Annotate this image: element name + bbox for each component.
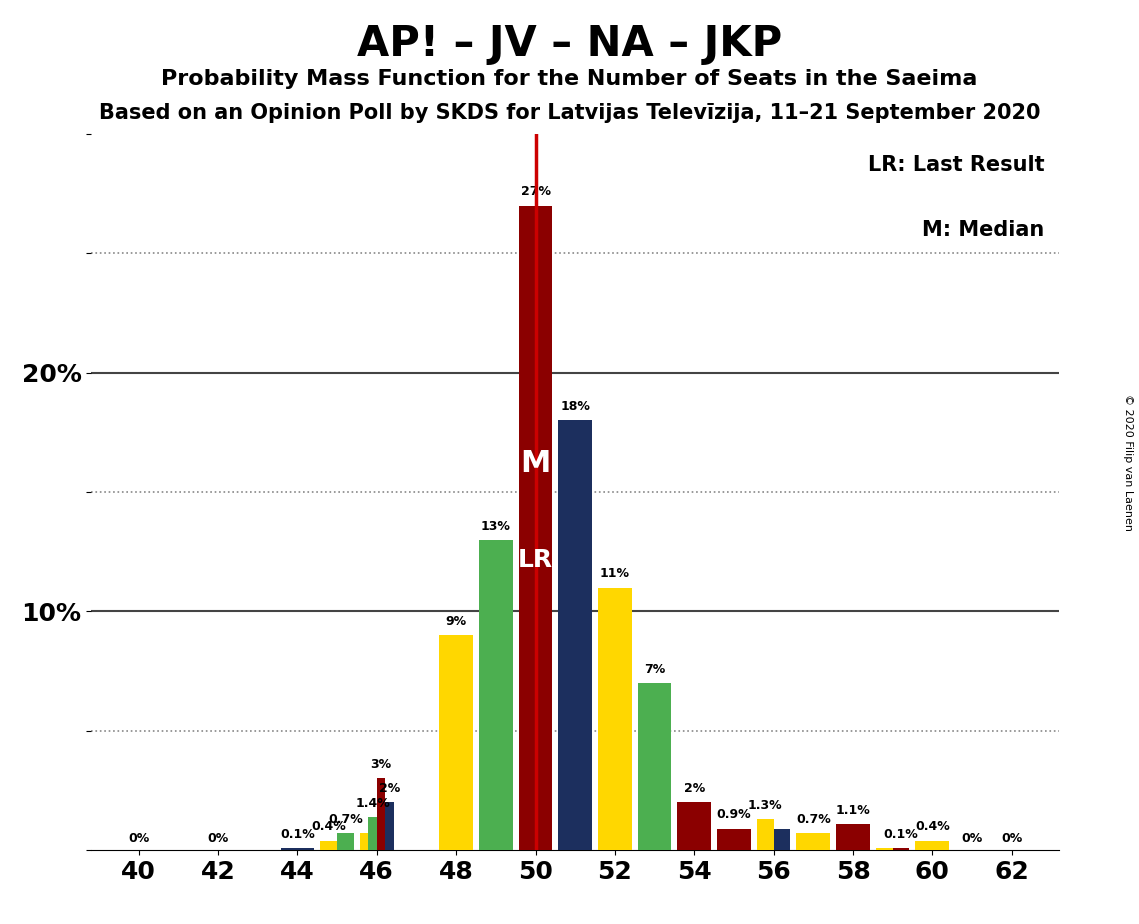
- Text: LR: Last Result: LR: Last Result: [868, 155, 1044, 176]
- Text: 27%: 27%: [521, 186, 550, 199]
- Text: 1.4%: 1.4%: [355, 796, 390, 809]
- Text: 0.7%: 0.7%: [328, 813, 363, 826]
- Text: Based on an Opinion Poll by SKDS for Latvijas Televīzija, 11–21 September 2020: Based on an Opinion Poll by SKDS for Lat…: [99, 103, 1040, 124]
- Text: LR: LR: [518, 548, 554, 572]
- Text: © 2020 Filip van Laenen: © 2020 Filip van Laenen: [1123, 394, 1133, 530]
- Bar: [368, 817, 377, 850]
- Text: Probability Mass Function for the Number of Seats in the Saeima: Probability Mass Function for the Number…: [162, 69, 977, 90]
- Bar: [916, 841, 949, 850]
- Bar: [377, 778, 385, 850]
- Bar: [796, 833, 830, 850]
- Text: M: M: [521, 449, 550, 478]
- Bar: [558, 420, 592, 850]
- Text: 18%: 18%: [560, 400, 590, 413]
- Text: 0.1%: 0.1%: [280, 828, 314, 841]
- Text: 11%: 11%: [600, 567, 630, 580]
- Text: 0.4%: 0.4%: [915, 821, 950, 833]
- Text: 0.4%: 0.4%: [311, 821, 346, 833]
- Text: 0%: 0%: [207, 833, 229, 845]
- Text: 3%: 3%: [370, 759, 392, 772]
- Bar: [440, 636, 473, 850]
- Bar: [598, 588, 632, 850]
- Bar: [337, 833, 354, 850]
- Text: 0%: 0%: [961, 833, 983, 845]
- Text: 0.7%: 0.7%: [796, 813, 830, 826]
- Bar: [773, 829, 790, 850]
- Bar: [836, 824, 870, 850]
- Bar: [480, 540, 513, 850]
- Bar: [518, 206, 552, 850]
- Text: 1.3%: 1.3%: [748, 799, 782, 812]
- Text: 0%: 0%: [1001, 833, 1023, 845]
- Bar: [280, 847, 314, 850]
- Bar: [320, 841, 337, 850]
- Text: 0.1%: 0.1%: [884, 828, 918, 841]
- Bar: [876, 847, 893, 850]
- Bar: [678, 802, 711, 850]
- Bar: [638, 683, 671, 850]
- Text: 7%: 7%: [644, 663, 665, 675]
- Text: AP! – JV – NA – JKP: AP! – JV – NA – JKP: [357, 23, 782, 65]
- Text: M: Median: M: Median: [923, 220, 1044, 240]
- Bar: [360, 833, 368, 850]
- Text: 1.1%: 1.1%: [836, 804, 870, 817]
- Text: 0.9%: 0.9%: [716, 808, 752, 821]
- Bar: [718, 829, 751, 850]
- Bar: [756, 819, 773, 850]
- Bar: [385, 802, 394, 850]
- Text: 2%: 2%: [683, 783, 705, 796]
- Text: 13%: 13%: [481, 519, 510, 532]
- Bar: [893, 847, 909, 850]
- Text: 2%: 2%: [379, 783, 400, 796]
- Text: 9%: 9%: [445, 615, 467, 628]
- Text: 0%: 0%: [128, 833, 149, 845]
